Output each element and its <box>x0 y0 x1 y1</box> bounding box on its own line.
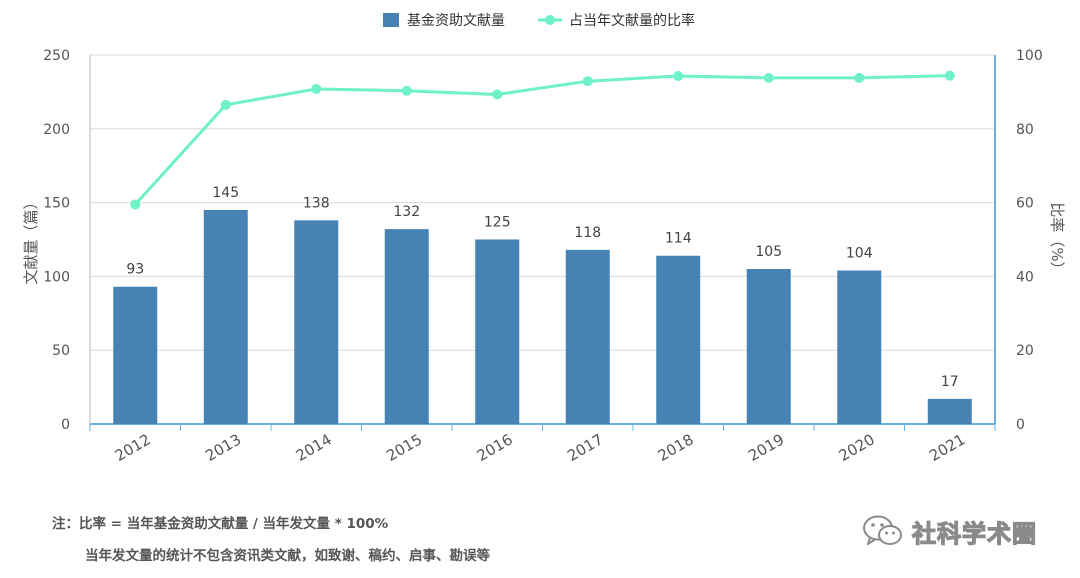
bar-value-label: 114 <box>665 231 692 247</box>
y-tick-label: 100 <box>43 269 70 285</box>
bar <box>746 269 791 424</box>
legend-bar-label: 基金资助文献量 <box>407 12 505 29</box>
bar <box>565 249 610 424</box>
y2-tick-label: 100 <box>1016 48 1043 64</box>
ratio-line <box>134 74 950 206</box>
bar-value-label: 105 <box>755 244 782 260</box>
y-tick-label: 200 <box>43 122 70 138</box>
ratio-point <box>944 70 955 81</box>
y2-axis-title: 比率（%） <box>1048 202 1066 276</box>
bar-value-label: 118 <box>574 225 601 241</box>
y2-tick-label: 40 <box>1016 269 1034 285</box>
y-axis-title: 文献量（篇） <box>22 194 40 284</box>
y-tick-label: 250 <box>43 48 70 64</box>
bar <box>113 286 158 424</box>
ratio-point <box>492 89 503 100</box>
ratio-point <box>311 83 322 94</box>
ratio-point <box>130 199 141 210</box>
watermark: 社科学术圈 <box>862 514 1037 548</box>
bar <box>475 239 520 424</box>
bar-value-label: 125 <box>484 215 511 231</box>
bar <box>203 209 248 424</box>
x-tick-label: 2016 <box>474 430 516 465</box>
legend-bar-swatch <box>383 13 399 27</box>
y2-tick-label: 0 <box>1016 417 1025 433</box>
combo-chart: 0 50 100 150 200 250 0 20 40 60 80 100 93 145 138 132 12… <box>22 12 1066 465</box>
x-tick-label: 2014 <box>293 430 335 465</box>
bar-value-label: 93 <box>126 262 144 278</box>
x-tick-label: 2013 <box>202 430 244 465</box>
y2-tick-label: 20 <box>1016 343 1034 359</box>
footnote-count-scope: 当年发文量的统计不包含资讯类文献，如致谢、稿约、启事、勘误等 <box>85 548 490 564</box>
y2-tick-label: 80 <box>1016 122 1034 138</box>
x-tick-label: 2015 <box>383 430 425 465</box>
y2-tick-label: 60 <box>1016 196 1034 212</box>
bar <box>294 220 339 424</box>
bar-value-label: 138 <box>303 195 330 211</box>
watermark-text: 社科学术圈 <box>911 519 1037 548</box>
bar <box>927 398 972 424</box>
y-tick-label: 0 <box>61 417 70 433</box>
bar-value-label: 104 <box>846 245 873 261</box>
legend-line-label: 占当年文献量的比率 <box>569 12 695 29</box>
ratio-point <box>220 99 231 110</box>
bar <box>656 255 701 424</box>
x-tick-label: 2012 <box>112 430 154 465</box>
footnote-ratio-definition: 注：比率 = 当年基金资助文献量 / 当年发文量 * 100% <box>52 516 389 532</box>
x-tick-label: 2021 <box>926 430 968 465</box>
bar <box>837 270 882 424</box>
y-tick-label: 150 <box>43 196 70 212</box>
legend-line-marker <box>545 15 555 25</box>
ratio-point <box>854 72 865 83</box>
bar-value-label: 145 <box>212 185 239 201</box>
bar <box>384 229 429 424</box>
bar-value-label: 17 <box>941 374 959 390</box>
x-tick-label: 2018 <box>655 430 697 465</box>
ratio-point <box>582 76 593 87</box>
ratio-point <box>401 85 412 96</box>
x-tick-label: 2019 <box>745 430 787 465</box>
x-tick-label: 2017 <box>564 430 606 465</box>
bar-value-label: 132 <box>393 204 420 220</box>
x-tick-label: 2020 <box>836 430 878 465</box>
wechat-icon <box>863 515 902 545</box>
ratio-point <box>763 72 774 83</box>
ratio-point <box>673 71 684 82</box>
y-tick-label: 50 <box>52 343 70 359</box>
